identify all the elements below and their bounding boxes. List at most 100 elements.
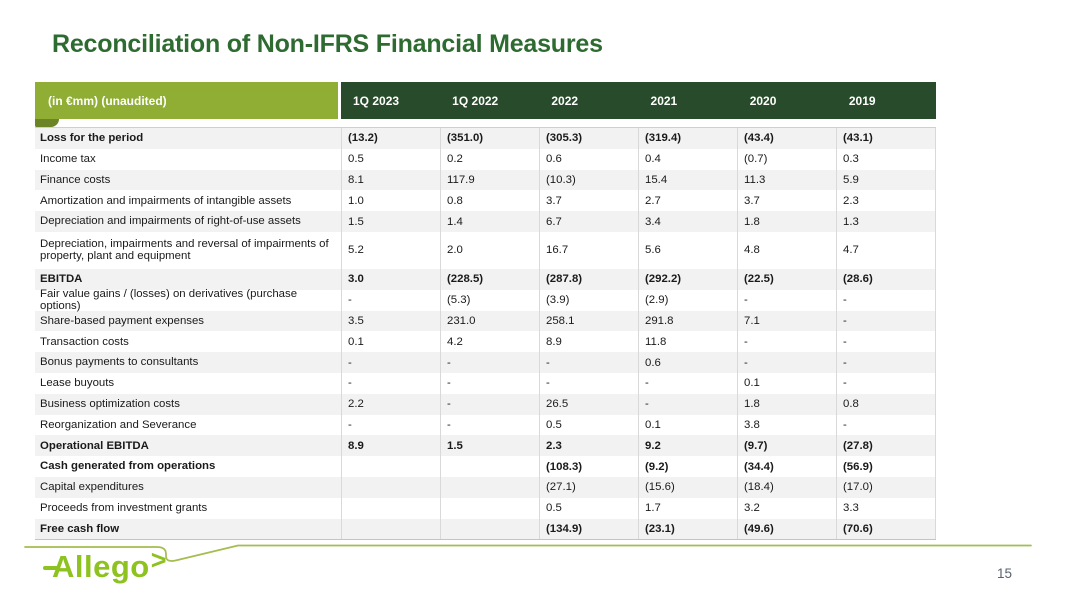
row-value: 0.1 xyxy=(638,414,737,436)
table-row: Income tax 0.5 0.2 0.6 0.4 (0.7) 0.3 xyxy=(35,148,936,170)
row-value: - xyxy=(440,393,539,415)
row-value: 4.8 xyxy=(737,231,836,269)
row-value: 2.3 xyxy=(539,435,638,457)
row-value: 2.0 xyxy=(440,231,539,269)
column-header: 2021 xyxy=(650,93,678,108)
row-value: 1.0 xyxy=(341,190,440,212)
row-value: - xyxy=(341,352,440,373)
row-value: 11.3 xyxy=(737,169,836,191)
row-value: 2.3 xyxy=(836,190,936,212)
row-value: 1.3 xyxy=(836,211,936,232)
table-row: Cash generated from operations (108.3) (9.… xyxy=(35,456,936,477)
table-row: Transaction costs 0.1 4.2 8.9 11.8- - xyxy=(35,331,936,353)
row-value: 4.2 xyxy=(440,331,539,353)
row-value: (17.0) xyxy=(836,476,936,498)
row-value: - xyxy=(341,414,440,436)
row-value: 1.4 xyxy=(440,211,539,232)
row-label: EBITDA xyxy=(40,273,83,286)
row-value: (305.3) xyxy=(539,128,638,149)
row-value: 2.2 xyxy=(341,393,440,415)
row-value: 6.7 xyxy=(539,211,638,232)
row-value: (18.4) xyxy=(737,476,836,498)
table-row: Lease buyouts - - - -0.1- xyxy=(35,372,936,394)
page-number: 15 xyxy=(996,566,1012,581)
page-title: Reconciliation of Non-IFRS Financial Mea… xyxy=(52,30,603,58)
row-value xyxy=(341,497,440,519)
row-value: (2.9) xyxy=(638,289,737,311)
row-label: Free cash flow xyxy=(40,522,120,535)
reconciliation-table: (in €mm) (unaudited) 1Q 2023 1Q 2022 2022 2… xyxy=(35,82,936,541)
table-row: Amortization and impairments of intangib… xyxy=(35,190,936,212)
column-header: 2019 xyxy=(848,93,876,108)
row-value: 1.5 xyxy=(440,435,539,457)
row-label: Depreciation, impairments and reversal o… xyxy=(40,237,329,263)
row-value: 0.2 xyxy=(440,148,539,170)
row-value: 3.7 xyxy=(539,190,638,212)
logo-text: Allego xyxy=(52,549,150,584)
row-value: (27.1) xyxy=(539,476,638,498)
row-value: - xyxy=(836,289,936,311)
row-value: - xyxy=(539,372,638,394)
row-value: - xyxy=(737,289,836,311)
row-value: 0.1 xyxy=(341,331,440,353)
row-value: 3.7 xyxy=(737,190,836,212)
row-value: 0.4 xyxy=(638,148,737,170)
row-value: (13.2) xyxy=(341,128,440,149)
row-label: Amortization and impairments of intangib… xyxy=(40,194,292,207)
row-value: (70.6) xyxy=(836,518,936,540)
table-body: Loss for the period (13.2) (351.0) (305.3)(… xyxy=(35,127,936,541)
row-value: 4.7 xyxy=(836,231,936,269)
row-value xyxy=(440,456,539,477)
row-value: - xyxy=(737,352,836,373)
table-row: EBITDA 3.0 (228.5) (287.8) (292.2) (22.5) (28.… xyxy=(35,268,936,290)
row-value: - xyxy=(638,372,737,394)
table-header-row: (in €mm) (unaudited) 1Q 2023 1Q 2022 2022 2… xyxy=(35,82,936,127)
allego-logo: Allego> xyxy=(42,545,167,585)
row-value: (3.9) xyxy=(539,289,638,311)
row-value: - xyxy=(737,331,836,353)
row-label: Income tax xyxy=(40,152,96,165)
row-value xyxy=(341,476,440,498)
table-row: Finance costs 8.1 117.9 (10.3) 15.4 11.3 5.9 xyxy=(35,169,936,191)
table-year-headers: 1Q 2023 1Q 2022 2022 2021 2020 2019 xyxy=(341,82,936,119)
row-label: Bonus payments to consultants xyxy=(40,356,199,369)
row-value xyxy=(440,476,539,498)
table-row: Depreciation, impairments and reversal o… xyxy=(35,231,936,269)
row-value: (351.0) xyxy=(440,128,539,149)
column-header: 1Q 2022 xyxy=(452,93,499,108)
row-value: 5.2 xyxy=(341,231,440,269)
row-value: (34.4) xyxy=(737,456,836,477)
column-header: 2020 xyxy=(749,93,777,108)
row-value: - xyxy=(341,372,440,394)
row-value: 8.9 xyxy=(539,331,638,353)
table-row: Loss for the period (13.2) (351.0) (305.3)(… xyxy=(35,128,936,149)
table-row: Proceeds from investment grants 0.5 1.7 3.2… xyxy=(35,497,936,519)
row-value: - xyxy=(836,352,936,373)
row-value: 0.3 xyxy=(836,148,936,170)
row-value: 117.9 xyxy=(440,169,539,191)
row-value xyxy=(341,518,440,540)
row-value: 3.4 xyxy=(638,211,737,232)
table-row: Business optimization costs 2.2-26.5-1.8 0… xyxy=(35,393,936,415)
row-value: 291.8 xyxy=(638,310,737,332)
row-label: Operational EBITDA xyxy=(40,439,149,452)
row-value: 0.6 xyxy=(638,352,737,373)
logo-arrow-icon: > xyxy=(150,545,168,575)
table-row: Operational EBITDA 8.9 1.5 2.3 9.2 (9.7) (27.8… xyxy=(35,435,936,457)
row-value: - xyxy=(836,310,936,332)
row-value: - xyxy=(836,414,936,436)
row-value: 0.8 xyxy=(836,393,936,415)
row-value: 0.5 xyxy=(539,414,638,436)
table-row: Share-based payment expenses 3.5 231.0 258.… xyxy=(35,310,936,332)
row-value: 1.8 xyxy=(737,393,836,415)
table-row: Fair value gains / (losses) on derivativ… xyxy=(35,288,936,312)
row-value: 7.1 xyxy=(737,310,836,332)
row-value: (287.8) xyxy=(539,268,638,290)
row-value xyxy=(440,518,539,540)
row-value: - xyxy=(440,372,539,394)
row-value: - xyxy=(836,331,936,353)
row-value: (134.9) xyxy=(539,518,638,540)
row-value: - xyxy=(638,393,737,415)
row-value: 3.2 xyxy=(737,497,836,519)
